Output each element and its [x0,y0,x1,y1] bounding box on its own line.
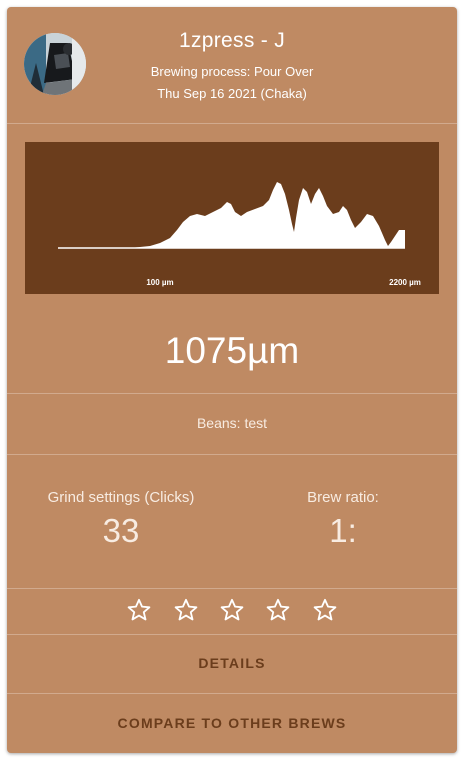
brew-ratio-label: Brew ratio: [307,489,379,506]
divider [7,393,457,394]
x-tick-label-max: 2200 µm [389,278,421,287]
divider [7,588,457,589]
distribution-area [58,182,405,248]
star-icon[interactable] [173,597,199,623]
avatar-photo-icon [24,33,86,95]
divider [7,123,457,124]
divider [7,454,457,455]
brew-header: 1zpress - J Brewing process: Pour Over T… [7,7,457,123]
brewing-process: Brewing process: Pour Over [150,64,314,79]
beans-info: Beans: test [196,415,268,431]
average-micron-value: 1075µm [164,330,300,371]
grind-settings-label: Grind settings (Clicks) [47,489,195,506]
star-icon[interactable] [265,597,291,623]
star-icon[interactable] [312,597,338,623]
brew-ratio-value: 1: [329,512,357,549]
details-button[interactable]: DETAILS [198,655,266,671]
grind-settings-value: 33 [102,512,140,549]
rating-stars [7,597,457,625]
star-icon[interactable] [219,597,245,623]
divider [7,693,457,694]
x-tick-label-min: 100 µm [146,278,173,287]
compare-brews-button[interactable]: COMPARE TO OTHER BREWS [117,715,347,731]
divider [7,634,457,635]
avatar [24,33,86,95]
brew-date: Thu Sep 16 2021 (Chaka) [157,86,307,101]
particle-distribution-chart: 100 µm 2200 µm [25,142,439,294]
grinder-title: 1zpress - J [179,29,285,52]
brew-card[interactable]: 1zpress - J Brewing process: Pour Over T… [7,7,457,753]
star-icon[interactable] [126,597,152,623]
